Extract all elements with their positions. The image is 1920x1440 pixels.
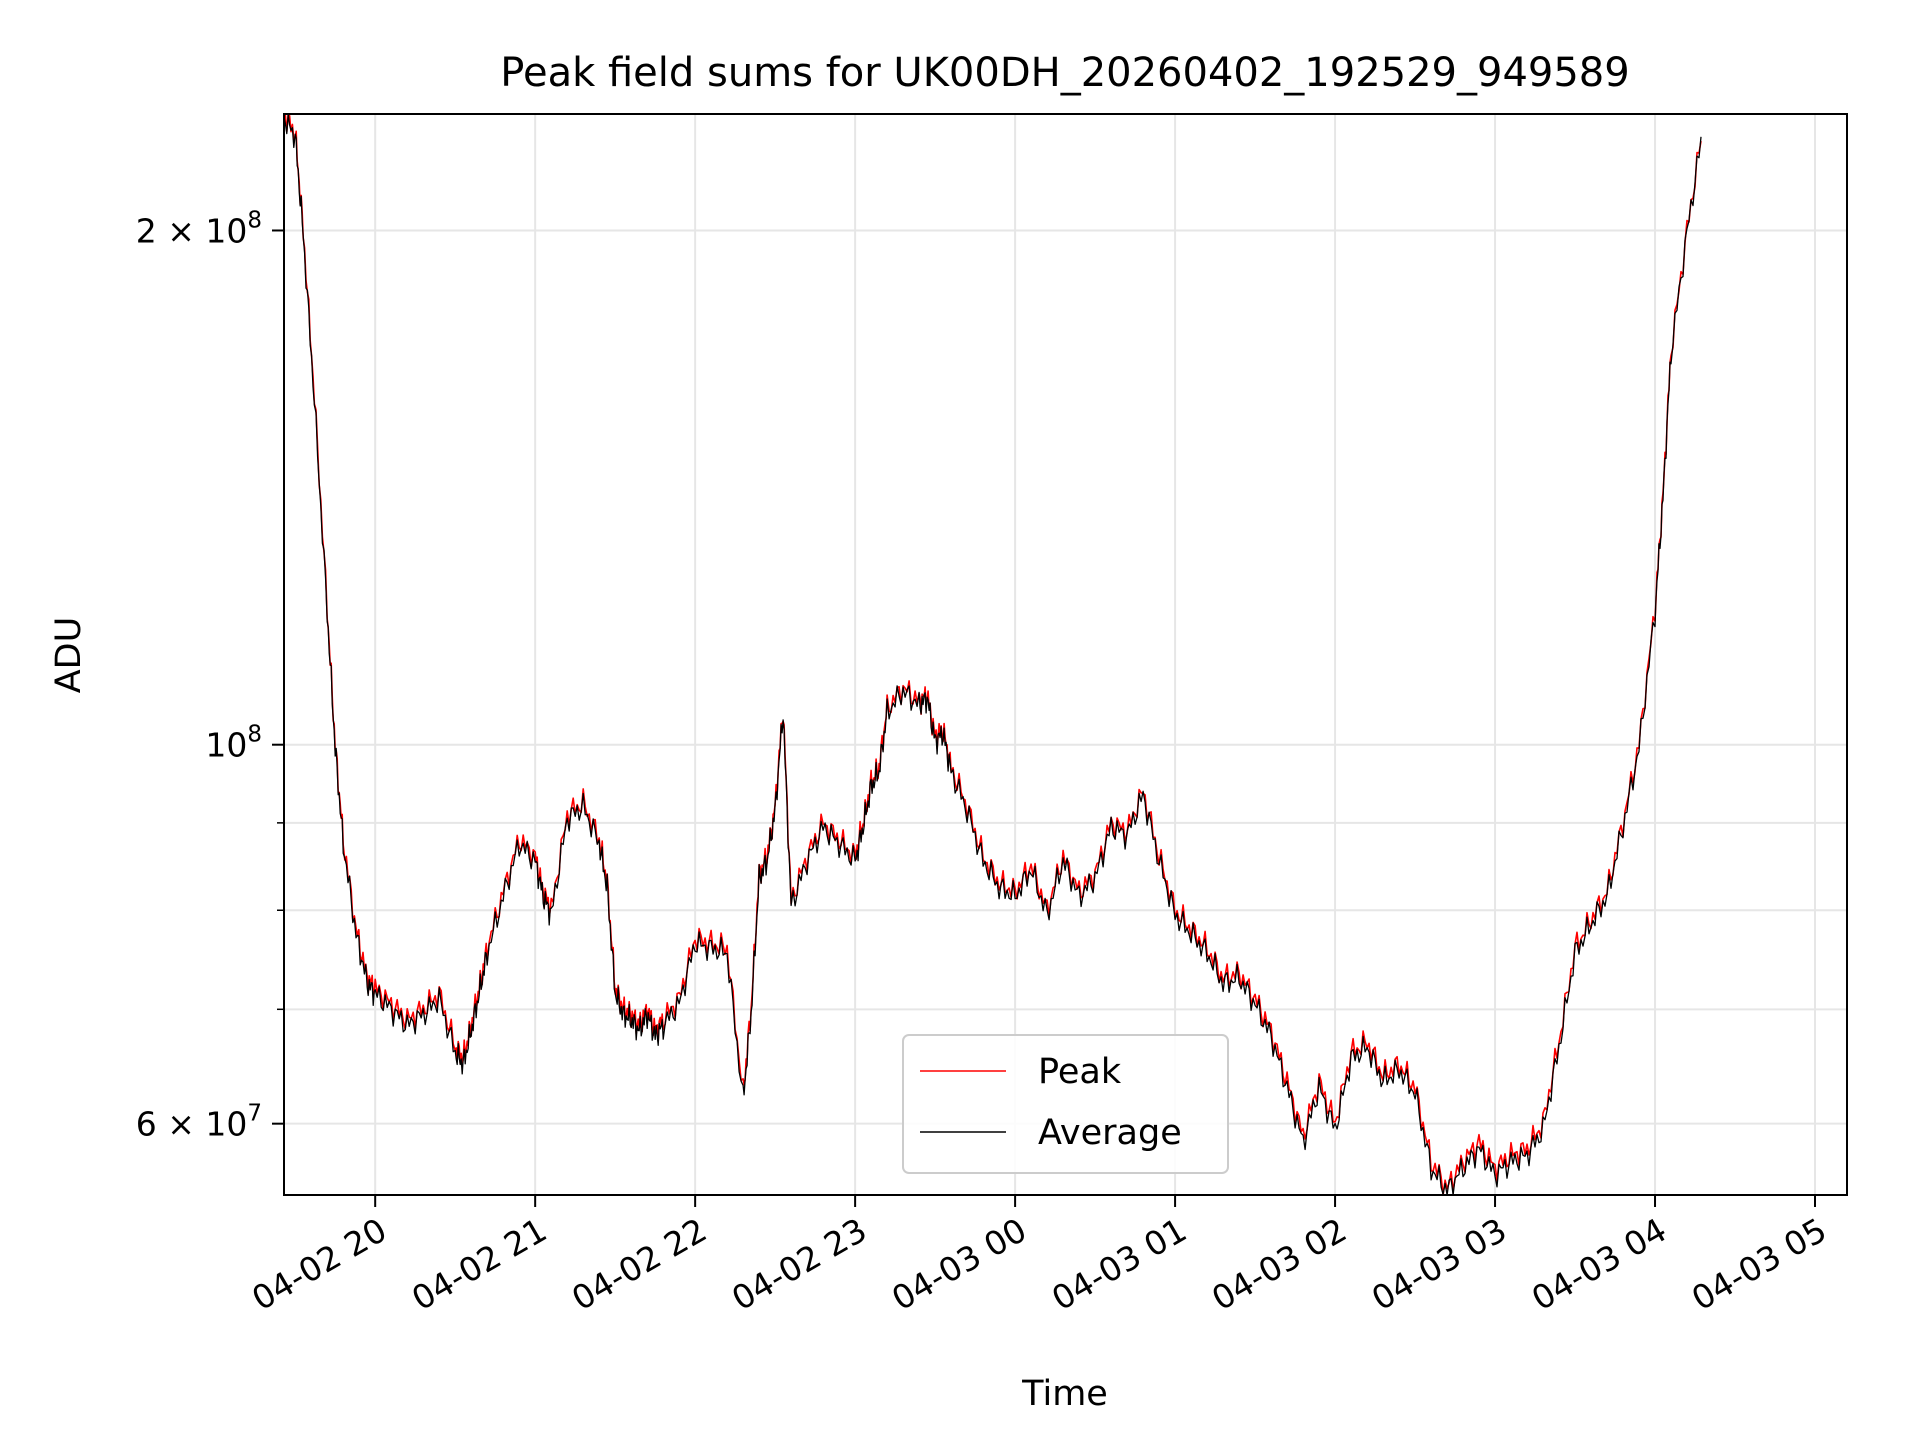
x-axis-label: Time: [1021, 1374, 1108, 1414]
series-line-average: [283, 113, 1702, 1196]
legend: Peak Average: [902, 1034, 1229, 1174]
legend-label-average: Average: [1038, 1113, 1182, 1153]
plot-area-frame: [283, 113, 1848, 1196]
series-line-peak: [283, 113, 1702, 1196]
y-tick-label: 108: [205, 722, 262, 765]
y-axis-label: ADU: [49, 617, 89, 694]
chart-title: Peak field sums for UK00DH_20260402_1925…: [500, 50, 1629, 96]
legend-label-peak: Peak: [1038, 1052, 1122, 1092]
y-axis-ticks: 6 × 107 108 2 × 108: [136, 207, 284, 1144]
legend-box: [902, 1034, 1229, 1174]
y-tick-label: 2 × 108: [136, 207, 262, 250]
y-tick-label: 6 × 107: [136, 1101, 262, 1144]
series-layer: [283, 113, 1702, 1196]
